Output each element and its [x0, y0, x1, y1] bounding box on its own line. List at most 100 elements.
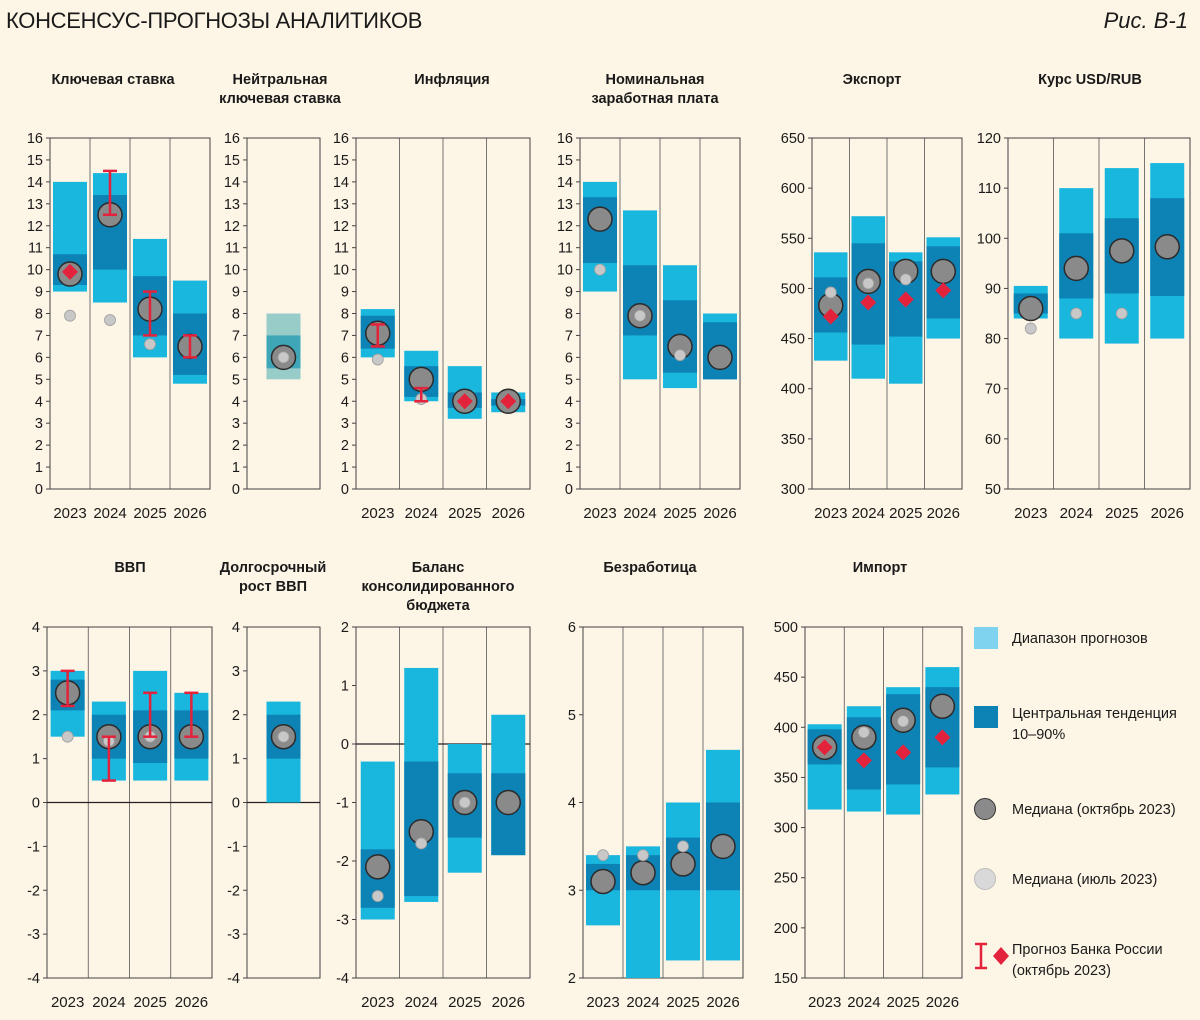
y-tick-label: -2	[227, 883, 240, 899]
x-tick-label: 2023	[814, 505, 847, 522]
y-tick-label: 0	[232, 482, 240, 498]
y-tick-label: 8	[341, 307, 349, 323]
x-tick-label: 2024	[405, 994, 438, 1011]
x-tick-label: 2025	[663, 505, 696, 522]
y-tick-label: 4	[32, 620, 40, 636]
y-tick-label: -1	[227, 839, 240, 855]
median-oct-marker	[587, 206, 613, 232]
y-tick-label: 80	[985, 332, 1001, 348]
y-tick-label: 3	[565, 416, 573, 432]
y-tick-label: 50	[985, 482, 1001, 498]
y-tick-label: 13	[27, 197, 43, 213]
legend-swatch-range	[974, 627, 998, 649]
y-tick-label: -1	[27, 839, 40, 855]
cbr-point	[855, 752, 872, 769]
chart-import: Импорт 150 200 250 300 350 400 450 500 2023 2024 20…	[774, 560, 963, 1011]
cbr-point	[456, 393, 473, 410]
legend-swatch-central	[974, 706, 998, 728]
y-tick-label: 650	[781, 131, 805, 147]
y-tick-label: 7	[232, 328, 240, 344]
legend-label-median-oct: Медиана (октябрь 2023)	[1012, 802, 1176, 818]
cbr-point	[500, 393, 517, 410]
chart-usd-rub: Курс USD/RUB 50 60 70 80 90 100 110 120 2023 2024 2…	[977, 72, 1191, 522]
y-tick-label: 2	[568, 971, 576, 987]
y-tick-label: 400	[774, 720, 798, 736]
y-tick-label: 350	[774, 770, 798, 786]
x-tick-label: 2026	[492, 505, 525, 522]
y-tick-label: 400	[781, 382, 805, 398]
median-jul-marker	[677, 840, 689, 853]
legend-label-cbr: Прогноз Банка России (октябрь 2023)	[1012, 942, 1163, 979]
y-tick-label: 9	[565, 285, 573, 301]
x-tick-label: 2024	[852, 505, 885, 522]
x-tick-label: 2026	[175, 994, 208, 1011]
y-tick-label: 6	[341, 350, 349, 366]
y-tick-label: 13	[333, 197, 349, 213]
median-oct-marker	[1109, 238, 1135, 264]
y-tick-label: 0	[35, 482, 43, 498]
chart-unemployment: Безработица 2 3 4 5 6 2023 2024 2025 2026	[568, 560, 744, 1011]
median-jul-marker	[371, 890, 384, 902]
y-tick-label: 150	[774, 971, 798, 987]
y-tick-label: 0	[341, 482, 349, 498]
x-tick-label: 2025	[889, 505, 922, 522]
chart-title: Ключевая ставка	[51, 72, 175, 88]
plot-frame	[1007, 137, 1191, 490]
y-tick-label: 4	[232, 394, 240, 410]
y-tick-label: 1	[232, 460, 240, 476]
x-tick-label: 2024	[626, 994, 659, 1011]
median-jul-marker	[899, 273, 912, 286]
y-tick-label: 200	[774, 921, 798, 937]
median-jul-marker	[637, 849, 649, 862]
y-tick-label: 11	[334, 241, 349, 257]
y-tick-label: -4	[336, 971, 349, 987]
median-jul-marker	[597, 849, 609, 862]
y-tick-label: 5	[35, 372, 43, 388]
y-tick-label: 8	[35, 307, 43, 323]
y-tick-label: 3	[32, 664, 40, 680]
y-tick-label: 14	[557, 175, 573, 191]
median-jul-marker	[862, 277, 875, 290]
y-tick-label: 15	[333, 153, 349, 169]
median-oct-marker	[929, 693, 956, 719]
y-tick-label: 8	[232, 307, 240, 323]
chart-gdp: ВВП -4 -3 -2 -1 0 1 2 3 4 2023 2024 2025 2026	[27, 560, 213, 1011]
median-jul-marker	[458, 796, 471, 809]
legend-marker-cbr	[975, 942, 1009, 970]
chart-title: Номинальная	[605, 72, 704, 88]
y-tick-label: 15	[224, 153, 240, 169]
x-tick-label: 2025	[448, 994, 481, 1011]
y-tick-label: 6	[35, 350, 43, 366]
x-tick-label: 2023	[808, 994, 841, 1011]
y-tick-label: -4	[27, 971, 40, 987]
x-tick-label: 2025	[1105, 505, 1138, 522]
y-tick-label: 1	[232, 752, 240, 768]
y-tick-label: 8	[565, 307, 573, 323]
x-tick-label: 2026	[706, 994, 739, 1011]
cbr-point	[897, 291, 914, 308]
median-jul-marker	[277, 730, 290, 743]
median-jul-marker	[897, 715, 910, 728]
chart-title: Нейтральная	[233, 72, 328, 88]
x-tick-label: 2026	[173, 505, 206, 522]
y-tick-label: 70	[985, 382, 1001, 398]
x-tick-label: 2023	[586, 994, 619, 1011]
x-tick-label: 2023	[583, 505, 616, 522]
median-jul-marker	[857, 726, 870, 739]
y-tick-label: 5	[341, 372, 349, 388]
y-tick-label: 2	[232, 438, 240, 454]
median-jul-marker	[1115, 307, 1128, 320]
y-tick-label: 12	[27, 219, 43, 235]
plot-frame	[804, 626, 963, 979]
y-tick-label: 300	[781, 482, 805, 498]
chart-title: бюджета	[406, 598, 470, 614]
x-tick-label: 2026	[926, 994, 959, 1011]
y-tick-label: 14	[27, 175, 43, 191]
x-tick-label: 2025	[133, 994, 166, 1011]
y-tick-label: 10	[27, 263, 43, 279]
chart-title: заработная плата	[591, 91, 719, 107]
y-tick-label: -1	[336, 796, 349, 812]
median-jul-marker	[674, 349, 686, 362]
